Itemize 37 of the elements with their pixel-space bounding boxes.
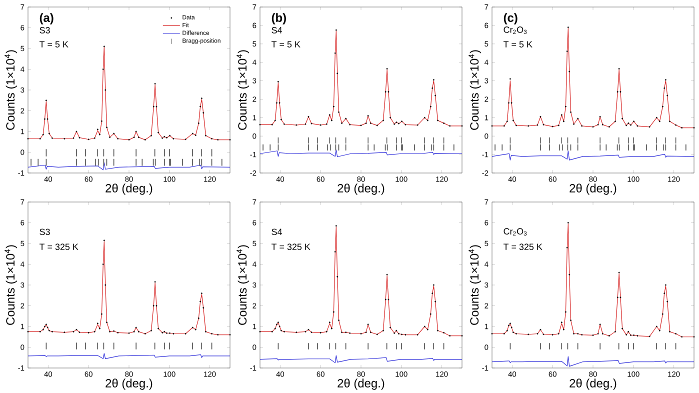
x-axis-title: 2θ (deg.) (106, 184, 152, 195)
y-axis-title: Counts (1×10$^{4}$) (468, 245, 481, 325)
line-series (28, 46, 230, 140)
x-axis-title: 2θ (deg.) (338, 378, 384, 390)
x-axis-title: 2θ (deg.) (570, 378, 616, 390)
annotation: S4 (272, 228, 282, 236)
annotation: S3 (40, 27, 50, 34)
line-series (28, 241, 230, 336)
annotation: (b) (272, 13, 286, 24)
x-axis-title: 2θ (deg.) (338, 184, 384, 195)
annotation: Cr$_{2}$O$_{3}$ (504, 26, 527, 34)
annotation: T = 5 K (272, 41, 300, 48)
annotation: T = 325 K (40, 244, 78, 250)
line-series (492, 28, 694, 128)
annotation: S4 (272, 27, 282, 34)
annotation: T = 5 K (40, 41, 68, 48)
y-axis-title: Counts (1×10$^{4}$) (468, 50, 481, 130)
line-series (260, 226, 462, 336)
annotation: S3 (40, 228, 50, 236)
line-series (492, 223, 694, 338)
line-series (28, 162, 230, 170)
x-axis-title: 2θ (deg.) (570, 184, 616, 195)
y-axis-title: Counts (1×10$^{4}$) (236, 245, 249, 325)
annotation: Cr$_{2}$O$_{3}$ (504, 228, 527, 236)
annotation: T = 325 K (272, 244, 310, 250)
line-series (492, 150, 694, 160)
line-series (492, 356, 694, 367)
y-axis-title: Counts (1×10$^{4}$) (4, 50, 17, 130)
y-axis-title: Counts (1×10$^{4}$) (4, 245, 17, 325)
line-series (260, 150, 462, 158)
annotation: (c) (504, 13, 518, 24)
x-axis-title: 2θ (deg.) (106, 378, 152, 390)
annotation: (a) (40, 13, 54, 24)
y-axis-title: Counts (1×10$^{4}$) (236, 50, 249, 130)
annotation: T = 5 K (504, 41, 532, 48)
annotation: T = 325 K (504, 244, 542, 250)
line-series (260, 355, 462, 364)
